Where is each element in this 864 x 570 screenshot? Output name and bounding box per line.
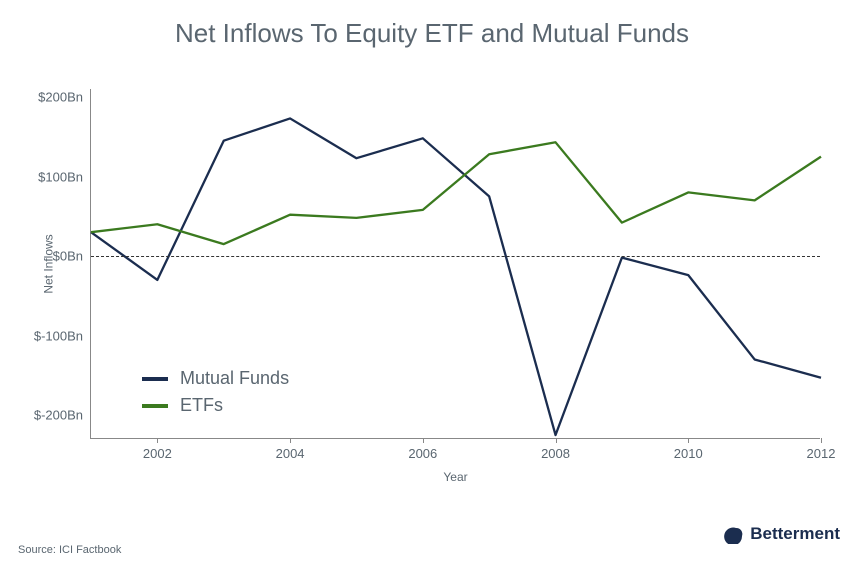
brand-icon (724, 524, 744, 544)
x-tick-label: 2002 (143, 438, 172, 461)
y-tick-label: $200Bn (38, 89, 91, 104)
source-attribution: Source: ICI Factbook (18, 544, 121, 556)
y-tick-label: $-200Bn (34, 408, 91, 423)
y-tick-label: $100Bn (38, 169, 91, 184)
legend-item: ETFs (142, 395, 289, 416)
zero-line (91, 256, 820, 257)
x-tick-label: 2006 (408, 438, 437, 461)
plot-area: Net Inflows Year $-200Bn$-100Bn$0Bn$100B… (90, 89, 820, 439)
x-tick-label: 2008 (541, 438, 570, 461)
legend-swatch (142, 377, 168, 381)
chart-title: Net Inflows To Equity ETF and Mutual Fun… (0, 0, 864, 59)
legend-label: ETFs (180, 395, 223, 416)
legend-label: Mutual Funds (180, 368, 289, 389)
y-tick-label: $-100Bn (34, 328, 91, 343)
chart-area: Net Inflows Year $-200Bn$-100Bn$0Bn$100B… (90, 89, 864, 439)
x-tick-label: 2010 (674, 438, 703, 461)
brand-logo: Betterment (724, 524, 840, 544)
legend-swatch (142, 404, 168, 408)
legend: Mutual Funds ETFs (142, 368, 289, 416)
x-tick-label: 2004 (276, 438, 305, 461)
legend-item: Mutual Funds (142, 368, 289, 389)
series-line (91, 142, 821, 244)
brand-name: Betterment (750, 524, 840, 544)
x-tick-label: 2012 (807, 438, 836, 461)
x-axis-title: Year (443, 470, 467, 484)
y-tick-label: $0Bn (53, 249, 91, 264)
